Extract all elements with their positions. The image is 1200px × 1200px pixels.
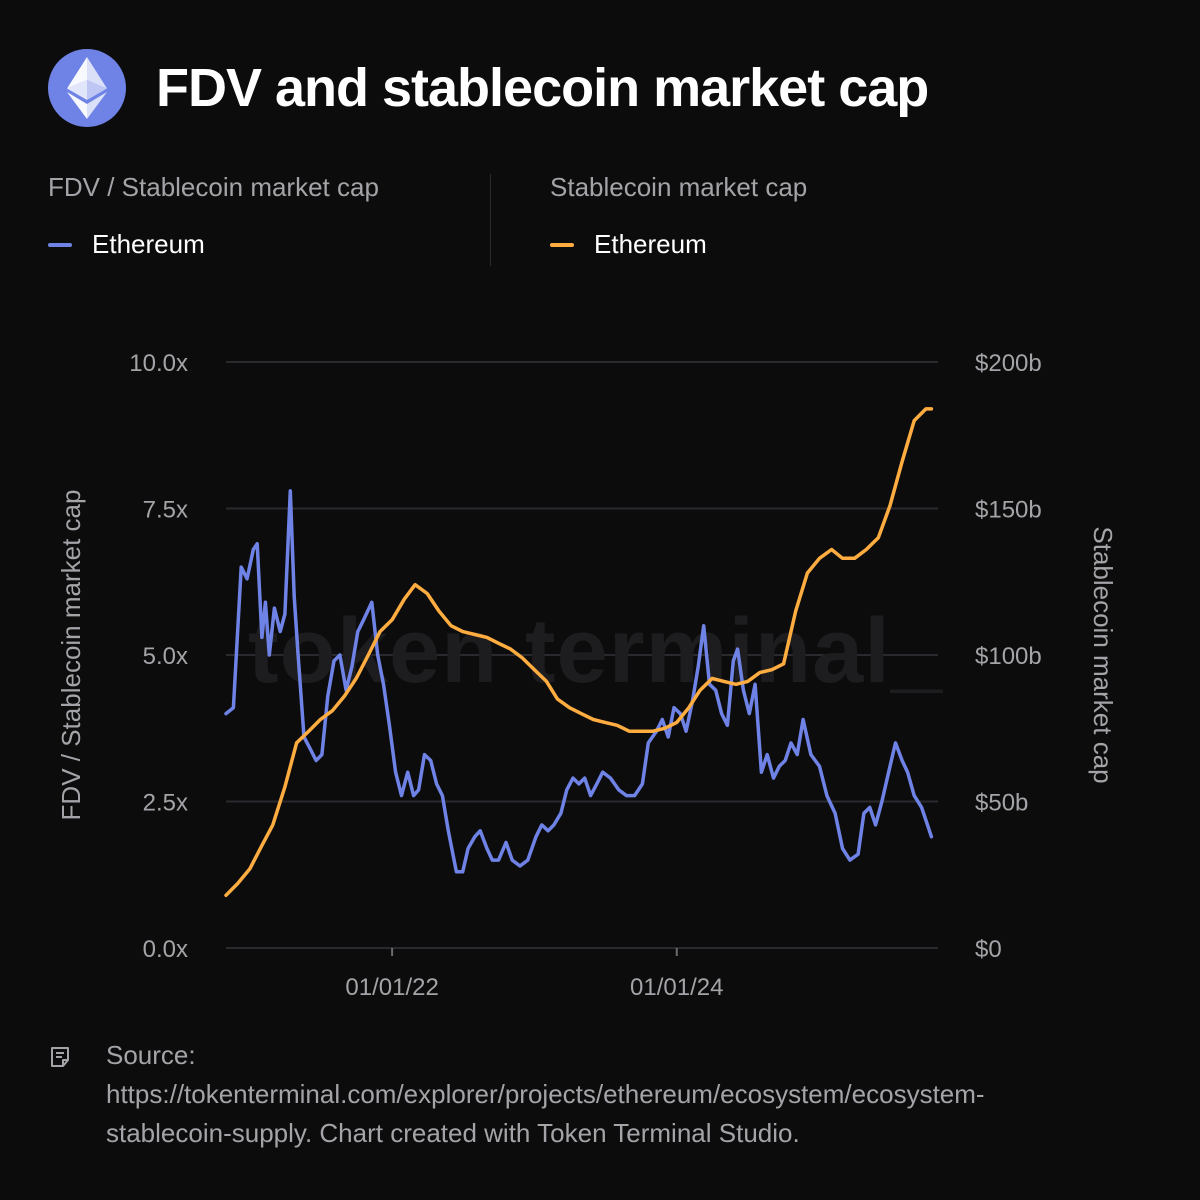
x-tick-label: 01/01/24 xyxy=(630,974,723,1001)
document-icon xyxy=(51,1047,69,1067)
left-tick-label: 0.0x xyxy=(143,936,188,963)
legend-group-fdv: FDV / Stablecoin market cap Ethereum xyxy=(48,172,379,260)
right-tick-label: $200b xyxy=(975,350,1042,377)
series-line-fdv-ratio[interactable] xyxy=(224,489,934,874)
legend-swatch-blue xyxy=(48,242,72,247)
legend-item-fdv-ethereum[interactable]: Ethereum xyxy=(48,229,379,260)
legend-swatch-orange xyxy=(550,242,574,247)
legend-label: Ethereum xyxy=(594,229,707,259)
series-line-stablecoin-mcap[interactable] xyxy=(224,407,934,898)
grid-lines xyxy=(226,361,938,949)
legend-item-stablecoin-ethereum[interactable]: Ethereum xyxy=(550,229,807,260)
legend-label: Ethereum xyxy=(92,229,205,259)
legend-title-stablecoin: Stablecoin market cap xyxy=(550,172,808,202)
source-text: Source: https://tokenterminal.com/explor… xyxy=(106,1040,985,1148)
left-axis-ticks: 0.0x 2.5x 5.0x 7.5x 10.0x xyxy=(129,350,188,963)
source-note: Source: https://tokenterminal.com/explor… xyxy=(48,1036,1168,1153)
right-axis-title: Stablecoin market cap xyxy=(1088,526,1118,783)
ethereum-diamond-icon xyxy=(67,57,107,119)
right-tick-label: $150b xyxy=(975,497,1042,524)
left-tick-label: 5.0x xyxy=(143,643,188,670)
x-axis-ticks: 01/01/22 01/01/24 xyxy=(345,948,723,1001)
chart-legend: FDV / Stablecoin market cap Ethereum Sta… xyxy=(0,172,1200,272)
legend-divider xyxy=(490,174,491,266)
right-axis-ticks: $0 $50b $100b $150b $200b xyxy=(975,350,1042,963)
left-tick-label: 7.5x xyxy=(143,497,188,524)
right-tick-label: $50b xyxy=(975,790,1028,817)
legend-title-fdv: FDV / Stablecoin market cap xyxy=(48,172,379,202)
left-axis-title: FDV / Stablecoin market cap xyxy=(56,490,86,821)
right-tick-label: $0 xyxy=(975,936,1002,963)
x-tick-label: 01/01/22 xyxy=(345,974,438,1001)
page-title: FDV and stablecoin market cap xyxy=(156,58,929,118)
right-tick-label: $100b xyxy=(975,643,1042,670)
left-tick-label: 2.5x xyxy=(143,790,188,817)
ethereum-logo xyxy=(48,49,126,127)
header: FDV and stablecoin market cap xyxy=(48,46,929,130)
left-tick-label: 10.0x xyxy=(129,350,188,377)
series-lines xyxy=(224,407,934,898)
legend-group-stablecoin: Stablecoin market cap Ethereum xyxy=(550,172,807,260)
